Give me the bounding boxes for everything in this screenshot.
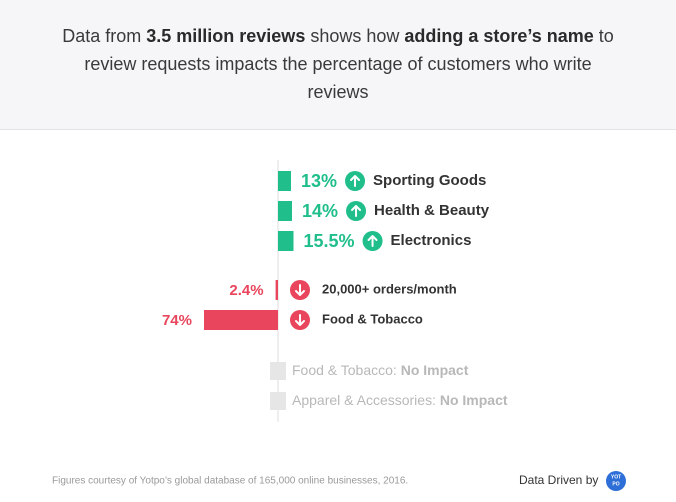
bar [278, 171, 291, 191]
arrow-glyph [295, 284, 305, 296]
value-label: 15.5% [304, 231, 355, 251]
bar [278, 231, 294, 251]
category-label: Apparel & Accessories: No Impact [292, 392, 508, 408]
value-label: 14% [302, 201, 338, 221]
category-label: Food & Tobacco [322, 311, 423, 326]
logo [606, 471, 626, 491]
title-part: shows how [305, 26, 405, 46]
category-name: Food & Tobacco: [292, 362, 397, 378]
value-label: 74% [162, 312, 192, 329]
category-label: Electronics [391, 232, 472, 249]
title-part: to review requests impacts the percentag… [84, 26, 614, 102]
value-label: 13% [301, 171, 337, 191]
header: Data from 3.5 million reviews shows how … [0, 0, 676, 130]
bar [204, 310, 278, 330]
arrow-glyph [367, 235, 378, 247]
category-label: Food & Tobacco: No Impact [292, 362, 469, 378]
credit: Data Driven by [519, 473, 598, 487]
status-label: No Impact [440, 392, 508, 408]
arrow-glyph [351, 205, 362, 217]
category-label: Health & Beauty [374, 202, 490, 219]
source-note: Figures courtesy of Yotpo’s global datab… [52, 476, 408, 487]
status-label: No Impact [401, 362, 469, 378]
no-impact-marker [270, 362, 286, 380]
category-name: Apparel & Accessories: [292, 392, 436, 408]
title: Data from 3.5 million reviews shows how … [58, 22, 618, 106]
arrow-glyph [350, 175, 361, 187]
logo-text: PO [612, 481, 619, 487]
title-part: Data from [62, 26, 147, 46]
title-part: adding a store’s name [404, 26, 594, 46]
value-label: 2.4% [229, 282, 263, 299]
bar [275, 280, 278, 300]
no-impact-marker [270, 392, 286, 410]
category-label: 20,000+ orders/month [322, 281, 457, 296]
category-label: Sporting Goods [373, 172, 486, 189]
logo-text: YOT [611, 474, 621, 480]
bar [278, 201, 292, 221]
arrow-glyph [295, 314, 305, 326]
title-part: 3.5 million reviews [146, 26, 306, 46]
